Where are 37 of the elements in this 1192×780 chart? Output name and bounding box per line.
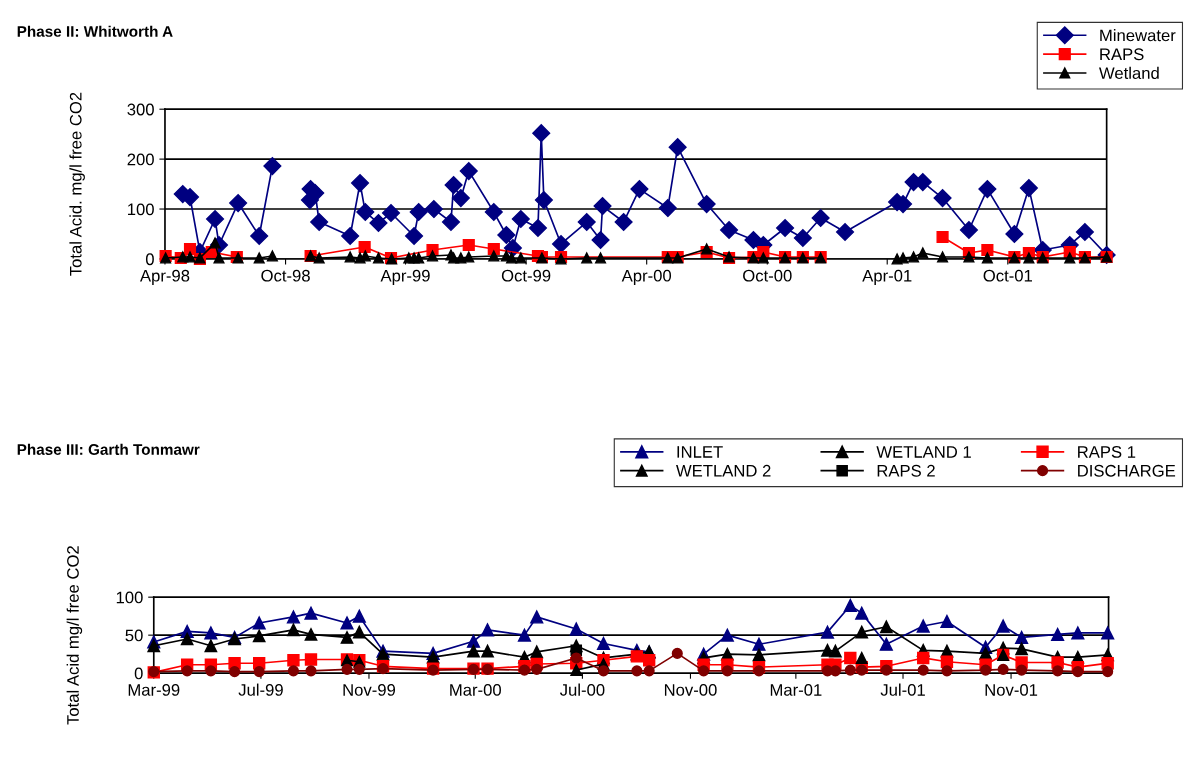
legend-label: DISCHARGE — [1078, 464, 1176, 477]
legend-label: RAPS — [1100, 48, 1144, 61]
x-tick-label: Oct-98 — [261, 269, 310, 282]
legend-label: INLET — [677, 446, 723, 458]
x-tick-label: Mar-00 — [450, 684, 501, 696]
y-axis-title: Total Acid mg/l free CO2 — [66, 546, 83, 725]
x-tick-label: Jul-00 — [559, 683, 605, 696]
legend-label: WETLAND 2 — [676, 464, 771, 477]
x-tick-label: Apr-01 — [862, 269, 912, 285]
legend-label: RAPS 2 — [877, 464, 935, 477]
legend-label: Wetland — [1099, 66, 1159, 80]
y-tick-label: 200 — [127, 153, 154, 166]
x-tick-label: Nov-00 — [664, 684, 717, 696]
x-tick-label: Apr-98 — [140, 269, 190, 285]
x-tick-label: Jul-01 — [880, 683, 925, 696]
y-tick-label: 100 — [116, 591, 143, 604]
y-tick-label: 300 — [127, 103, 154, 116]
x-tick-label: Nov-99 — [343, 684, 396, 696]
legend-label: RAPS 1 — [1078, 446, 1136, 458]
y-tick-label: 100 — [128, 203, 154, 216]
x-tick-label: Mar-01 — [770, 684, 822, 696]
x-tick-label: Jul-99 — [238, 683, 283, 696]
x-tick-label: Apr-00 — [621, 269, 672, 285]
legend-label: Minewater — [1100, 29, 1176, 42]
chart-title: Phase II: Whitworth A — [17, 25, 173, 37]
y-tick-label: 50 — [125, 629, 143, 642]
x-tick-label: Oct-99 — [501, 269, 551, 282]
y-tick-label: 0 — [134, 667, 143, 680]
x-tick-label: Mar-99 — [128, 684, 180, 696]
chart-title: Phase III: Garth Tonmawr — [17, 443, 200, 455]
x-tick-label: Oct-00 — [743, 269, 792, 282]
x-tick-label: Nov-01 — [985, 684, 1038, 696]
y-tick-label: 0 — [145, 253, 154, 266]
legend-label: WETLAND 1 — [876, 446, 971, 458]
x-tick-label: Apr-99 — [380, 269, 430, 285]
x-tick-label: Oct-01 — [983, 269, 1032, 282]
y-axis-title: Total Acid. mg/l free CO2 — [69, 92, 85, 276]
